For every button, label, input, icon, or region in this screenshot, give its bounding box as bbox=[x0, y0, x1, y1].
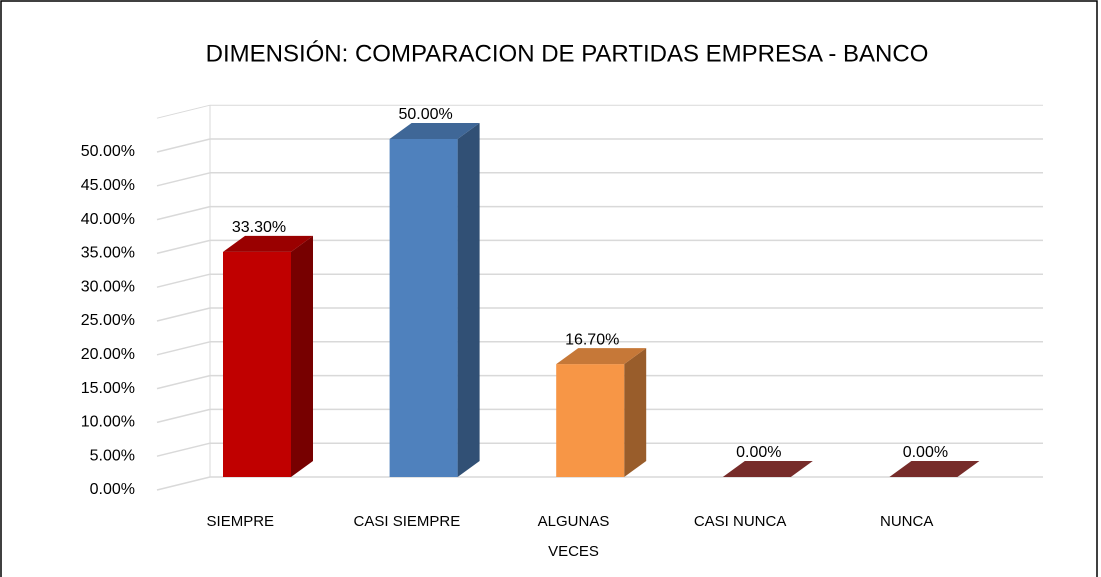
grid-line bbox=[156, 239, 211, 255]
y-tick-label: 10.00% bbox=[81, 414, 135, 431]
x-tick-label: SIEMPRE bbox=[206, 513, 275, 530]
y-tick-label: 20.00% bbox=[81, 346, 135, 363]
grid-line bbox=[156, 172, 211, 187]
grid-line bbox=[156, 408, 211, 424]
y-tick-label: 30.00% bbox=[81, 278, 135, 295]
y-tick-label: 15.00% bbox=[81, 380, 135, 397]
grid-line bbox=[156, 205, 211, 221]
bar-top bbox=[556, 348, 647, 365]
grid-line bbox=[156, 341, 211, 356]
bar-top bbox=[722, 461, 813, 477]
grid-line bbox=[156, 138, 211, 153]
bar-top bbox=[889, 461, 980, 477]
y-tick-label: 45.00% bbox=[81, 177, 135, 194]
bar-top bbox=[389, 123, 480, 139]
wall-edge bbox=[156, 104, 211, 119]
chart-title: DIMENSIÓN: COMPARACION DE PARTIDAS EMPRE… bbox=[206, 40, 929, 67]
data-label: 33.30% bbox=[232, 219, 286, 236]
data-label: 0.00% bbox=[736, 444, 781, 461]
x-tick-label: CASI SIEMPRE bbox=[353, 513, 461, 530]
y-tick-label: 0.00% bbox=[90, 481, 135, 498]
x-tick-label: NUNCA bbox=[880, 513, 934, 530]
data-label: 50.00% bbox=[398, 106, 452, 123]
data-label: 0.00% bbox=[903, 444, 948, 461]
grid-line bbox=[156, 307, 211, 322]
x-tick-label: CASI NUNCA bbox=[693, 513, 787, 530]
bar-top bbox=[223, 235, 313, 252]
bar bbox=[389, 139, 458, 477]
y-tick-label: 5.00% bbox=[90, 447, 135, 464]
bar bbox=[556, 364, 625, 477]
bar-side bbox=[291, 235, 313, 477]
bar-side bbox=[457, 123, 480, 477]
grid-line bbox=[156, 442, 211, 457]
y-tick-label: 35.00% bbox=[81, 245, 135, 262]
grid-line bbox=[156, 374, 211, 390]
y-tick-label: 25.00% bbox=[81, 312, 135, 329]
y-tick-label: 50.00% bbox=[81, 143, 135, 160]
grid-line bbox=[156, 273, 211, 288]
data-label: 16.70% bbox=[565, 331, 619, 348]
x-tick-label: ALGUNAS VECES bbox=[537, 513, 610, 560]
y-tick-label: 40.00% bbox=[81, 211, 135, 228]
grid-line bbox=[156, 476, 211, 491]
bar bbox=[223, 251, 291, 477]
bar-side bbox=[624, 348, 647, 477]
